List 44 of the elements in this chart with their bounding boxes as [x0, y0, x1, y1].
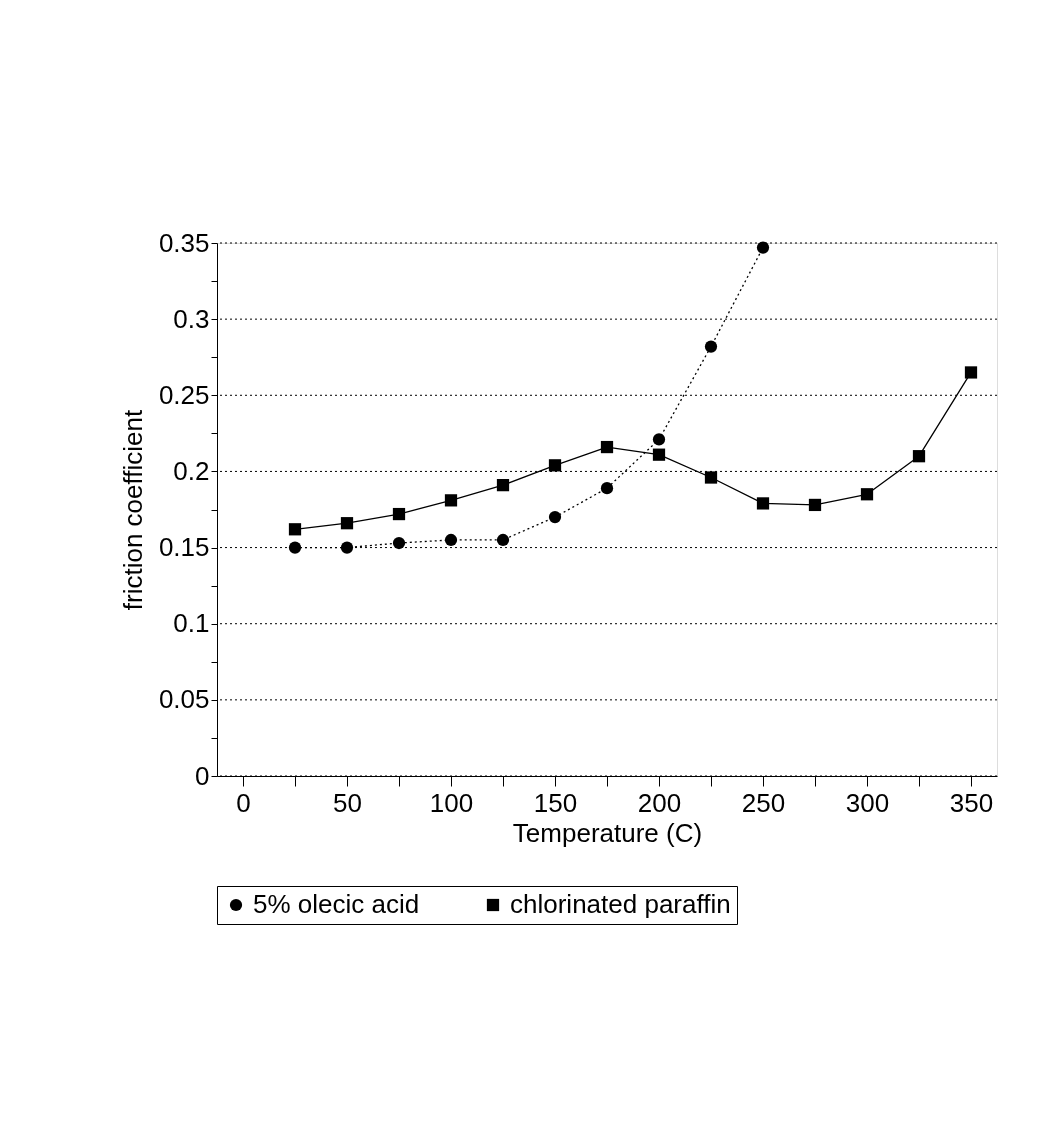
point [548, 511, 562, 524]
point [808, 498, 822, 512]
point [600, 440, 614, 454]
point [496, 533, 510, 547]
point [288, 541, 302, 554]
point [652, 448, 666, 461]
point [392, 536, 406, 550]
point [444, 494, 458, 507]
x-tick-label: 200 [637, 787, 682, 818]
point [548, 459, 562, 472]
y-tick-label: 0.25 [158, 379, 210, 410]
point [756, 497, 770, 510]
x-axis-title: Temperature (C) [512, 817, 703, 848]
point [496, 479, 510, 492]
x-tick-label: 0 [236, 787, 251, 818]
point [600, 482, 614, 495]
point [444, 533, 458, 547]
x-tick-label: 100 [429, 787, 474, 818]
y-tick-label: 0.35 [158, 227, 210, 258]
x-tick-label: 350 [949, 787, 994, 818]
legend-label: 5% olecic acid [253, 889, 420, 919]
point [288, 523, 302, 536]
y-tick-label: 0.3 [173, 303, 210, 334]
y-tick-label: 0.05 [158, 684, 210, 715]
point [704, 471, 718, 484]
point [964, 366, 978, 379]
x-tick-label: 50 [333, 787, 362, 818]
y-tick-label: 0 [195, 760, 210, 791]
point [392, 507, 406, 521]
y-axis-title: friction coefficient [117, 409, 148, 611]
legend-label: chlorinated paraffin [510, 889, 731, 919]
x-tick-label: 150 [533, 787, 578, 818]
x-tick-label: 250 [741, 787, 786, 818]
x-tick-label: 300 [845, 787, 890, 818]
y-tick-label: 0.1 [173, 608, 210, 639]
point [860, 488, 874, 501]
point [652, 433, 666, 446]
y-tick-label: 0.2 [173, 455, 210, 486]
point [912, 450, 926, 463]
point [340, 517, 354, 530]
point [756, 241, 770, 254]
point [340, 541, 354, 554]
point [704, 340, 718, 353]
y-tick-label: 0.15 [158, 532, 210, 563]
